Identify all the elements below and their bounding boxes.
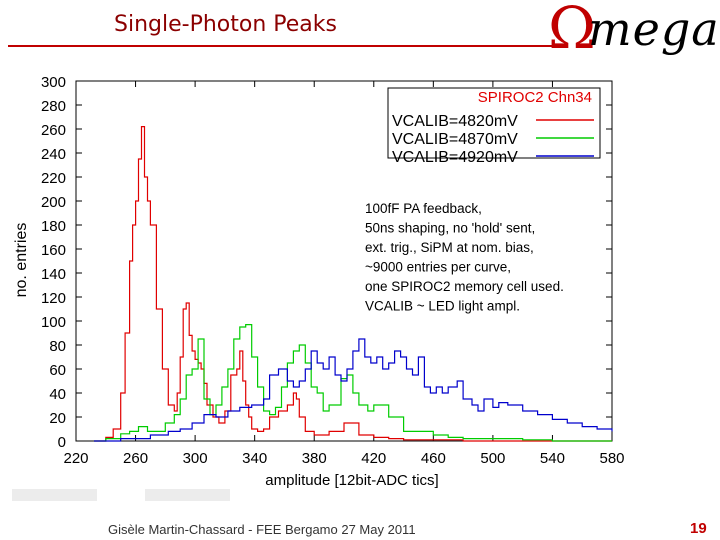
annotation-line: 50ns shaping, no 'hold' sent, (365, 221, 535, 236)
x-tick-label: 460 (421, 450, 446, 467)
y-tick-label: 260 (41, 122, 66, 139)
x-tick-label: 220 (63, 450, 88, 467)
annotation-line: VCALIB ~ LED light ampl. (365, 299, 520, 314)
y-tick-label: 20 (49, 410, 66, 427)
x-tick-label: 540 (540, 450, 565, 467)
series-line-2 (93, 324, 612, 442)
x-tick-label: 420 (361, 450, 386, 467)
series-line-3 (93, 338, 613, 442)
y-tick-label: 300 (41, 74, 66, 91)
legend-label-1: VCALIB=4820mV (392, 113, 518, 130)
histogram-chart: 220 260 300 340 380 420 460 500 540 580 0 20 40 60 80 1… (13, 74, 625, 489)
y-tick-label: 160 (41, 242, 66, 259)
y-tick-label: 140 (41, 266, 66, 283)
legend-label-2: VCALIB=4870mV (392, 131, 518, 148)
chart-title: SPIROC2 Chn34 (478, 89, 592, 106)
y-axis-label: no. entries (13, 223, 30, 298)
title-rule (8, 45, 563, 47)
y-tick-label: 60 (49, 362, 66, 379)
y-tick-label: 80 (49, 338, 66, 355)
x-tick-label: 580 (599, 450, 624, 467)
omega-logo: Ω mega (548, 0, 720, 70)
y-tick-label: 100 (41, 314, 66, 331)
x-tick-label: 300 (183, 450, 208, 467)
x-tick-label: 340 (242, 450, 267, 467)
series-line-1 (93, 126, 612, 442)
y-tick-label: 240 (41, 146, 66, 163)
annotation-line: 100fF PA feedback, (365, 201, 482, 216)
omega-symbol: Ω (548, 0, 597, 62)
x-tick-label: 260 (123, 450, 148, 467)
legend-box (387, 87, 601, 159)
logo-text: mega (588, 2, 720, 56)
y-tick-label: 120 (41, 290, 66, 307)
y-tick-label: 220 (41, 170, 66, 187)
y-tick-label: 200 (41, 194, 66, 211)
y-tick-label: 40 (49, 386, 66, 403)
legend-label-3: VCALIB=4920mV (392, 149, 518, 166)
annotation-line: ~9000 entries per curve, (365, 260, 511, 275)
x-axis-label: amplitude [12bit-ADC tics] (265, 472, 438, 489)
x-tick-label: 500 (480, 450, 505, 467)
footer-text: Gisèle Martin-Chassard - FEE Bergamo 27 … (108, 522, 416, 537)
y-tick-label: 180 (41, 218, 66, 235)
plot-frame (75, 80, 613, 442)
annotation-line: ext. trig., SiPM at nom. bias, (365, 240, 534, 255)
placeholder-box-left (12, 489, 97, 501)
slide-title: Single-Photon Peaks (114, 12, 337, 37)
x-tick-label: 380 (302, 450, 327, 467)
annotation-line: one SPIROC2 memory cell used. (365, 279, 564, 294)
page-number: 19 (690, 520, 707, 537)
y-tick-label: 0 (58, 434, 66, 451)
placeholder-box-right (145, 489, 230, 501)
y-tick-label: 280 (41, 98, 66, 115)
